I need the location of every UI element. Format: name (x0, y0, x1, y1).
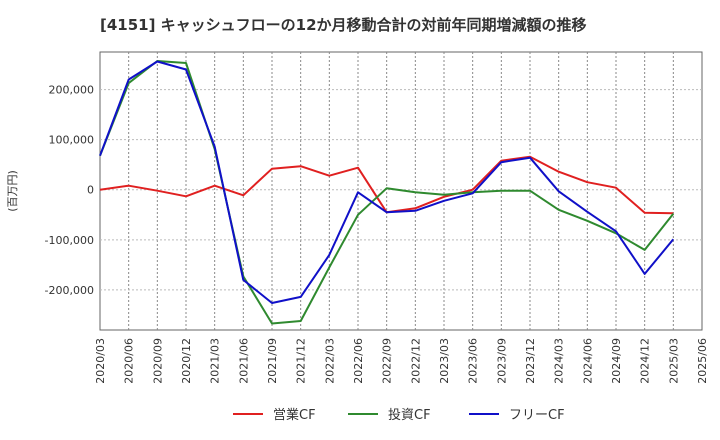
x-tick-label: 2022/09 (381, 338, 394, 384)
y-tick-label: 200,000 (49, 84, 95, 97)
x-tick-label: 2021/06 (237, 338, 250, 384)
x-tick-label: 2025/06 (696, 338, 709, 384)
x-tick-label: 2024/03 (553, 338, 566, 384)
legend: 営業CF 投資CF フリーCF (233, 407, 565, 423)
x-tick-label: 2025/03 (667, 338, 680, 384)
series-line (99, 60, 675, 304)
legend-label: 投資CF (388, 407, 431, 423)
x-tick-label: 2021/12 (295, 338, 308, 384)
y-tick-label: -200,000 (45, 284, 94, 297)
x-tick-label: 2024/06 (581, 338, 594, 384)
x-tick-label: 2022/12 (409, 338, 422, 384)
y-tick-label: -100,000 (45, 234, 94, 247)
x-tick-label: 2021/09 (266, 338, 279, 384)
x-tick-label: 2023/03 (438, 338, 451, 384)
x-tick-label: 2020/03 (94, 338, 107, 384)
grid-lines (100, 52, 702, 330)
x-tick-label: 2022/03 (323, 338, 336, 384)
series-lines (99, 60, 675, 325)
y-axis-label: (百万円) (6, 170, 19, 212)
x-tick-label: 2020/09 (151, 338, 164, 384)
y-tick-label: 0 (87, 184, 94, 197)
series-line (99, 60, 675, 325)
x-tick-label: 2023/12 (524, 338, 537, 384)
chart-title: [4151] キャッシュフローの12か月移動合計の対前年同期増減額の推移 (100, 16, 587, 34)
x-axis: 2020/03 2020/06 2020/09 2020/12 2021/03 2021/… (94, 338, 709, 384)
y-axis: -200,000 -100,000 0 100,000 200,000 (45, 84, 94, 297)
legend-label: フリーCF (509, 408, 565, 423)
x-tick-label: 2023/06 (467, 338, 480, 384)
x-tick-label: 2024/09 (610, 338, 623, 384)
x-tick-label: 2023/09 (495, 338, 508, 384)
x-tick-label: 2022/06 (352, 338, 365, 384)
y-tick-label: 100,000 (49, 134, 95, 147)
legend-label: 営業CF (273, 407, 316, 423)
x-tick-label: 2020/06 (123, 338, 136, 384)
x-tick-label: 2021/03 (209, 338, 222, 384)
x-tick-label: 2020/12 (180, 338, 193, 384)
x-tick-label: 2024/12 (639, 338, 652, 384)
